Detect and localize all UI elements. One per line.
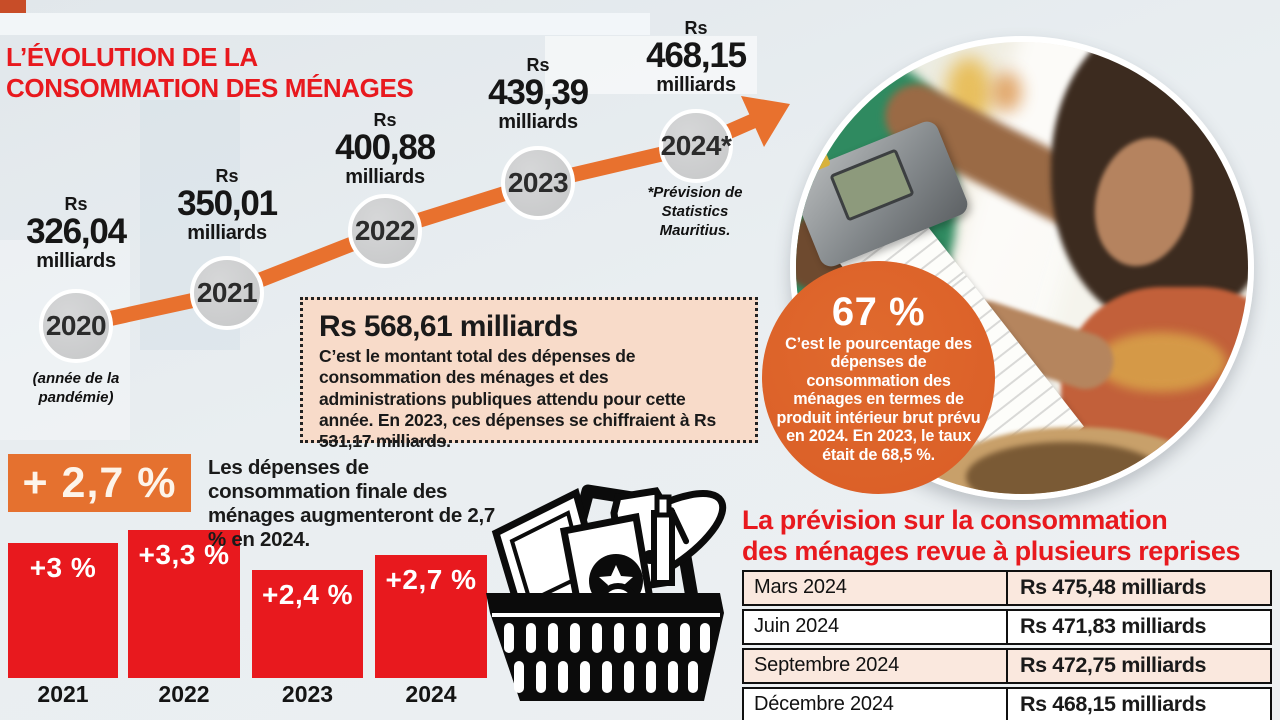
table-row: Septembre 2024 Rs 472,75 milliards [742,648,1272,684]
growth-bar-2024: +2,7 % [375,555,487,678]
unit-label: milliards [656,74,736,96]
value-label: 468,15 [646,36,747,75]
store-items-blur [992,72,1022,112]
unit-label: milliards [36,250,116,272]
value-label: 439,39 [488,73,589,112]
value-label: 400,88 [335,128,436,167]
unit-label: milliards [187,222,267,244]
forecast-title-line2: des ménages revue à plusieurs reprises [742,535,1241,566]
bar-year-2022: 2022 [158,681,210,707]
page-title-line1: L’ÉVOLUTION DE LA [6,42,258,72]
forecast-title: La prévision sur la consommation des mén… [742,505,1280,567]
growth-badge: + 2,7 % [8,454,191,512]
year-text: 2020 [45,310,107,341]
value-cell: Rs 471,83 milliards [1006,611,1270,643]
total-spending-heading: Rs 568,61 milliards [319,310,578,343]
forecast-title-line1: La prévision sur la consommation [742,505,1168,535]
total-spending-box: Rs 568,61 milliards C’est le montant tot… [300,297,758,451]
year-node-2024: 2024* [659,109,733,183]
year-node-2020: 2020 [39,289,113,363]
timeline-label-2024: Rs 468,15 milliards [616,18,776,96]
period-cell: Décembre 2024 [754,693,894,715]
growth-caption: Les dépenses de consommation finale des … [208,456,495,551]
bar-value-label: +3,3 % [138,539,230,570]
period-cell: Mars 2024 [754,576,847,598]
gdp-share-circle: 67 % C’est le pourcentage des dépenses d… [762,261,995,494]
arrow-head-icon [741,96,790,147]
year-text: 2024* [660,130,732,161]
bar-year-2021: 2021 [37,681,89,707]
value-label: 326,04 [26,212,127,251]
period-cell: Juin 2024 [754,615,839,637]
currency-label: Rs [684,18,708,38]
unit-label: milliards [498,111,578,133]
table-row: Mars 2024 Rs 475,48 milliards [742,570,1272,606]
forecast-table: Mars 2024 Rs 475,48 milliards Juin 2024 … [742,570,1272,720]
total-spending-body: C’est le montant total des dépenses de c… [319,346,716,452]
page-title-line2: CONSOMMATION DES MÉNAGES [6,72,414,103]
year-text: 2022 [354,215,416,246]
value-cell: Rs 475,48 milliards [1006,572,1270,604]
pandemic-note: (année de la pandémie) [32,370,120,406]
currency-label: Rs [64,194,88,214]
period-cell: Septembre 2024 [754,654,900,676]
currency-label: Rs [373,110,397,130]
corner-tab [0,0,26,13]
timeline-label-2020: Rs 326,04 milliards [0,194,156,272]
timeline-label-2022: Rs 400,88 milliards [305,110,465,188]
bar-year-2024: 2024 [405,681,457,707]
growth-bar-2021: +3 % [8,543,118,678]
forecast-note: *Prévision de Statistics Mauritius. [647,184,743,239]
bar-year-2023: 2023 [281,681,334,707]
table-row: Juin 2024 Rs 471,83 milliards [742,609,1272,645]
value-cell: Rs 472,75 milliards [1006,650,1270,682]
year-node-2021: 2021 [190,256,264,330]
basket-contents [966,442,1166,494]
shopping-basket-illustration [486,484,727,701]
year-node-2023: 2023 [501,146,575,220]
gdp-share-headline: 67 % [831,289,926,334]
growth-bar-2022: +3,3 % [128,530,240,678]
table-row: Décembre 2024 Rs 468,15 milliards [742,687,1272,720]
value-cell: Rs 468,15 milliards [1006,689,1270,720]
growth-bar-2023: +2,4 % [252,570,363,678]
timeline-label-2023: Rs 439,39 milliards [458,55,618,133]
year-node-2022: 2022 [348,194,422,268]
currency-label: Rs [526,55,550,75]
page-title: L’ÉVOLUTION DE LA CONSOMMATION DES MÉNAG… [6,42,476,103]
unit-label: milliards [345,166,425,188]
year-text: 2021 [196,277,258,308]
customer-embroidery [1096,332,1226,392]
timeline-label-2021: Rs 350,01 milliards [147,166,307,244]
background-band [0,13,650,35]
gdp-share-body: C’est le pourcentage des dépenses de con… [776,334,981,464]
year-text: 2023 [507,167,569,198]
value-label: 350,01 [177,184,278,223]
bar-value-label: +3 % [29,552,97,583]
bar-value-label: +2,7 % [385,564,477,595]
currency-label: Rs [215,166,239,186]
bar-value-label: +2,4 % [262,579,353,610]
